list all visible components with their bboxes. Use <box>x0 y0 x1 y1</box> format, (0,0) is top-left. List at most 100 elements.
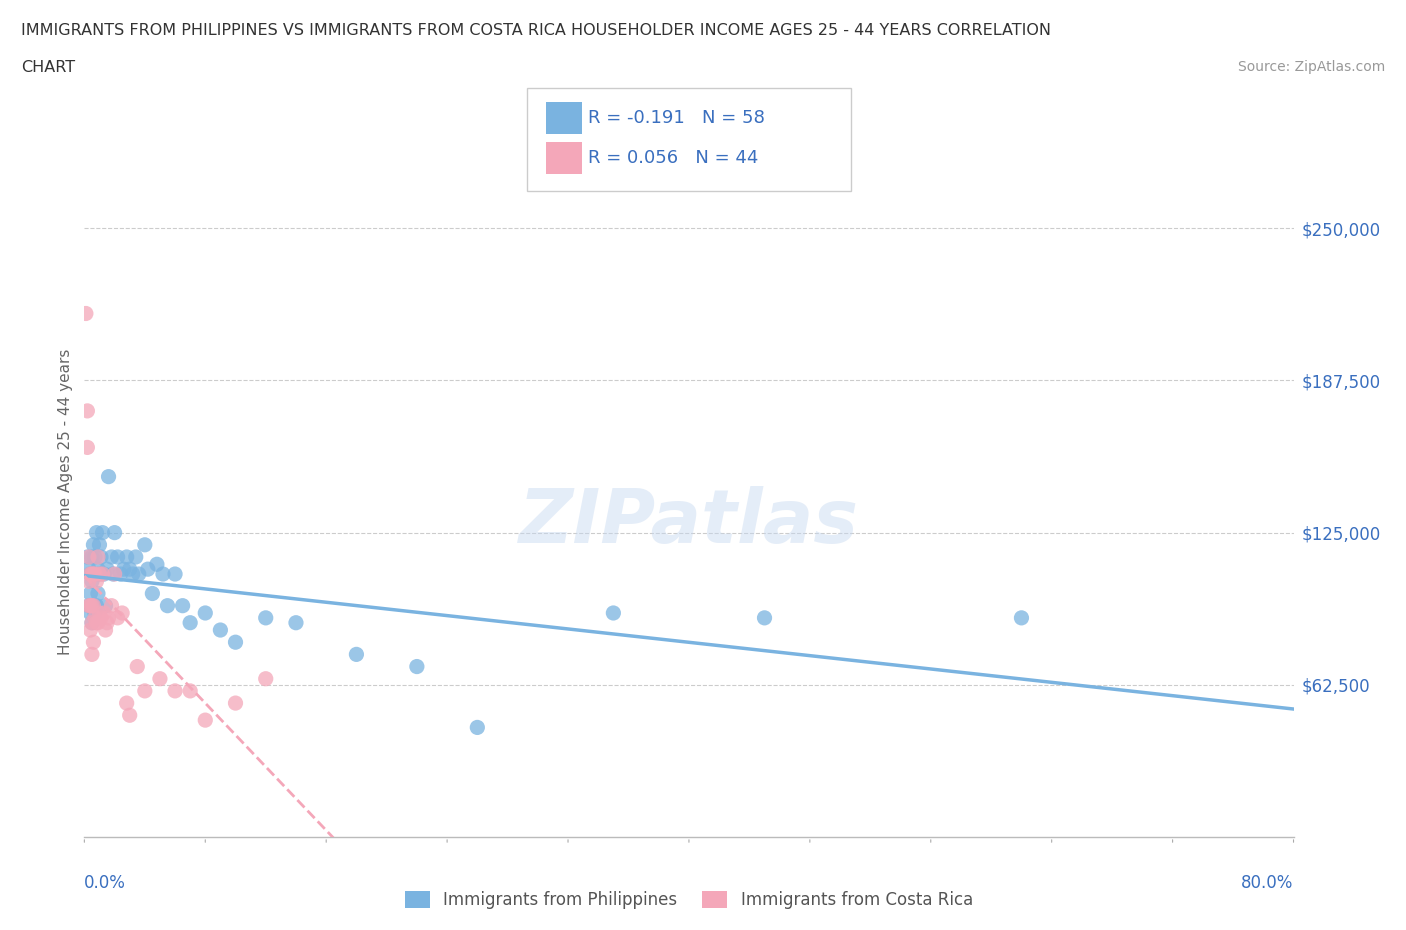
Text: CHART: CHART <box>21 60 75 75</box>
Point <box>107 610 129 625</box>
Point <box>149 671 172 686</box>
Point <box>225 696 247 711</box>
Point <box>115 696 138 711</box>
Point <box>82 566 104 581</box>
Point <box>90 610 112 625</box>
Point <box>104 525 127 540</box>
Point <box>406 659 429 674</box>
Point <box>84 550 107 565</box>
Point <box>104 566 127 581</box>
Point <box>76 440 98 455</box>
Point <box>76 550 98 565</box>
Point <box>80 550 103 565</box>
Point <box>254 610 277 625</box>
Point <box>179 684 201 698</box>
Point <box>87 616 110 631</box>
Point <box>80 616 103 631</box>
Text: 80.0%: 80.0% <box>1241 874 1294 892</box>
Point <box>115 550 138 565</box>
Point <box>76 404 98 418</box>
Point <box>77 574 100 589</box>
Point <box>80 574 103 589</box>
Point <box>146 557 169 572</box>
Point <box>87 562 110 577</box>
Text: IMMIGRANTS FROM PHILIPPINES VS IMMIGRANTS FROM COSTA RICA HOUSEHOLDER INCOME AGE: IMMIGRANTS FROM PHILIPPINES VS IMMIGRANT… <box>21 23 1052 38</box>
Point <box>77 598 100 613</box>
Text: ZIPatlas: ZIPatlas <box>519 485 859 559</box>
Point <box>82 566 104 581</box>
Point <box>79 566 101 581</box>
Point <box>79 566 101 581</box>
Point <box>94 598 117 613</box>
Point <box>80 647 103 662</box>
Point <box>87 586 110 601</box>
Point <box>225 635 247 650</box>
Point <box>79 605 101 620</box>
Point <box>254 671 277 686</box>
Point <box>80 598 103 613</box>
Point <box>90 550 112 565</box>
Y-axis label: Householder Income Ages 25 - 44 years: Householder Income Ages 25 - 44 years <box>58 349 73 656</box>
Point <box>79 598 101 613</box>
Point <box>107 550 129 565</box>
Point <box>89 566 111 581</box>
Point <box>77 562 100 577</box>
Point <box>110 566 132 581</box>
Text: 0.0%: 0.0% <box>84 874 127 892</box>
Point <box>82 598 104 613</box>
Point <box>346 647 368 662</box>
Point <box>118 708 141 723</box>
Point <box>79 622 101 637</box>
Point <box>77 550 100 565</box>
Point <box>86 574 108 589</box>
Point <box>156 598 179 613</box>
Point <box>125 550 148 565</box>
Point <box>77 598 100 613</box>
Point <box>111 605 134 620</box>
Point <box>84 610 107 625</box>
Text: Source: ZipAtlas.com: Source: ZipAtlas.com <box>1237 60 1385 74</box>
Point <box>80 616 103 631</box>
Point <box>79 586 101 601</box>
Point <box>194 605 217 620</box>
Point <box>80 598 103 613</box>
Point <box>82 598 104 613</box>
Text: R = 0.056   N = 44: R = 0.056 N = 44 <box>588 149 758 167</box>
Point <box>84 566 107 581</box>
Point <box>100 598 122 613</box>
Point <box>172 598 194 613</box>
Point <box>86 616 108 631</box>
Point <box>87 550 110 565</box>
Point <box>97 610 120 625</box>
Point <box>134 538 156 552</box>
Point <box>89 605 111 620</box>
Point <box>112 562 135 577</box>
Point <box>194 712 217 727</box>
Point <box>128 566 150 581</box>
Point <box>152 566 174 581</box>
Point <box>75 306 97 321</box>
Point <box>89 538 111 552</box>
Point <box>97 470 120 485</box>
Point <box>209 622 232 637</box>
Point <box>93 605 115 620</box>
Point <box>1011 610 1033 625</box>
Point <box>89 566 111 581</box>
Point <box>86 525 108 540</box>
Point <box>602 605 624 620</box>
Point <box>82 635 104 650</box>
Point <box>93 566 115 581</box>
Point <box>94 622 117 637</box>
Point <box>91 525 114 540</box>
Point <box>96 562 118 577</box>
Point <box>91 566 114 581</box>
Point <box>84 605 107 620</box>
Point <box>179 616 201 631</box>
Point <box>285 616 308 631</box>
Point <box>136 562 159 577</box>
Point <box>165 684 187 698</box>
Point <box>165 566 187 581</box>
Point <box>134 684 156 698</box>
Point <box>96 616 118 631</box>
Point <box>100 550 122 565</box>
